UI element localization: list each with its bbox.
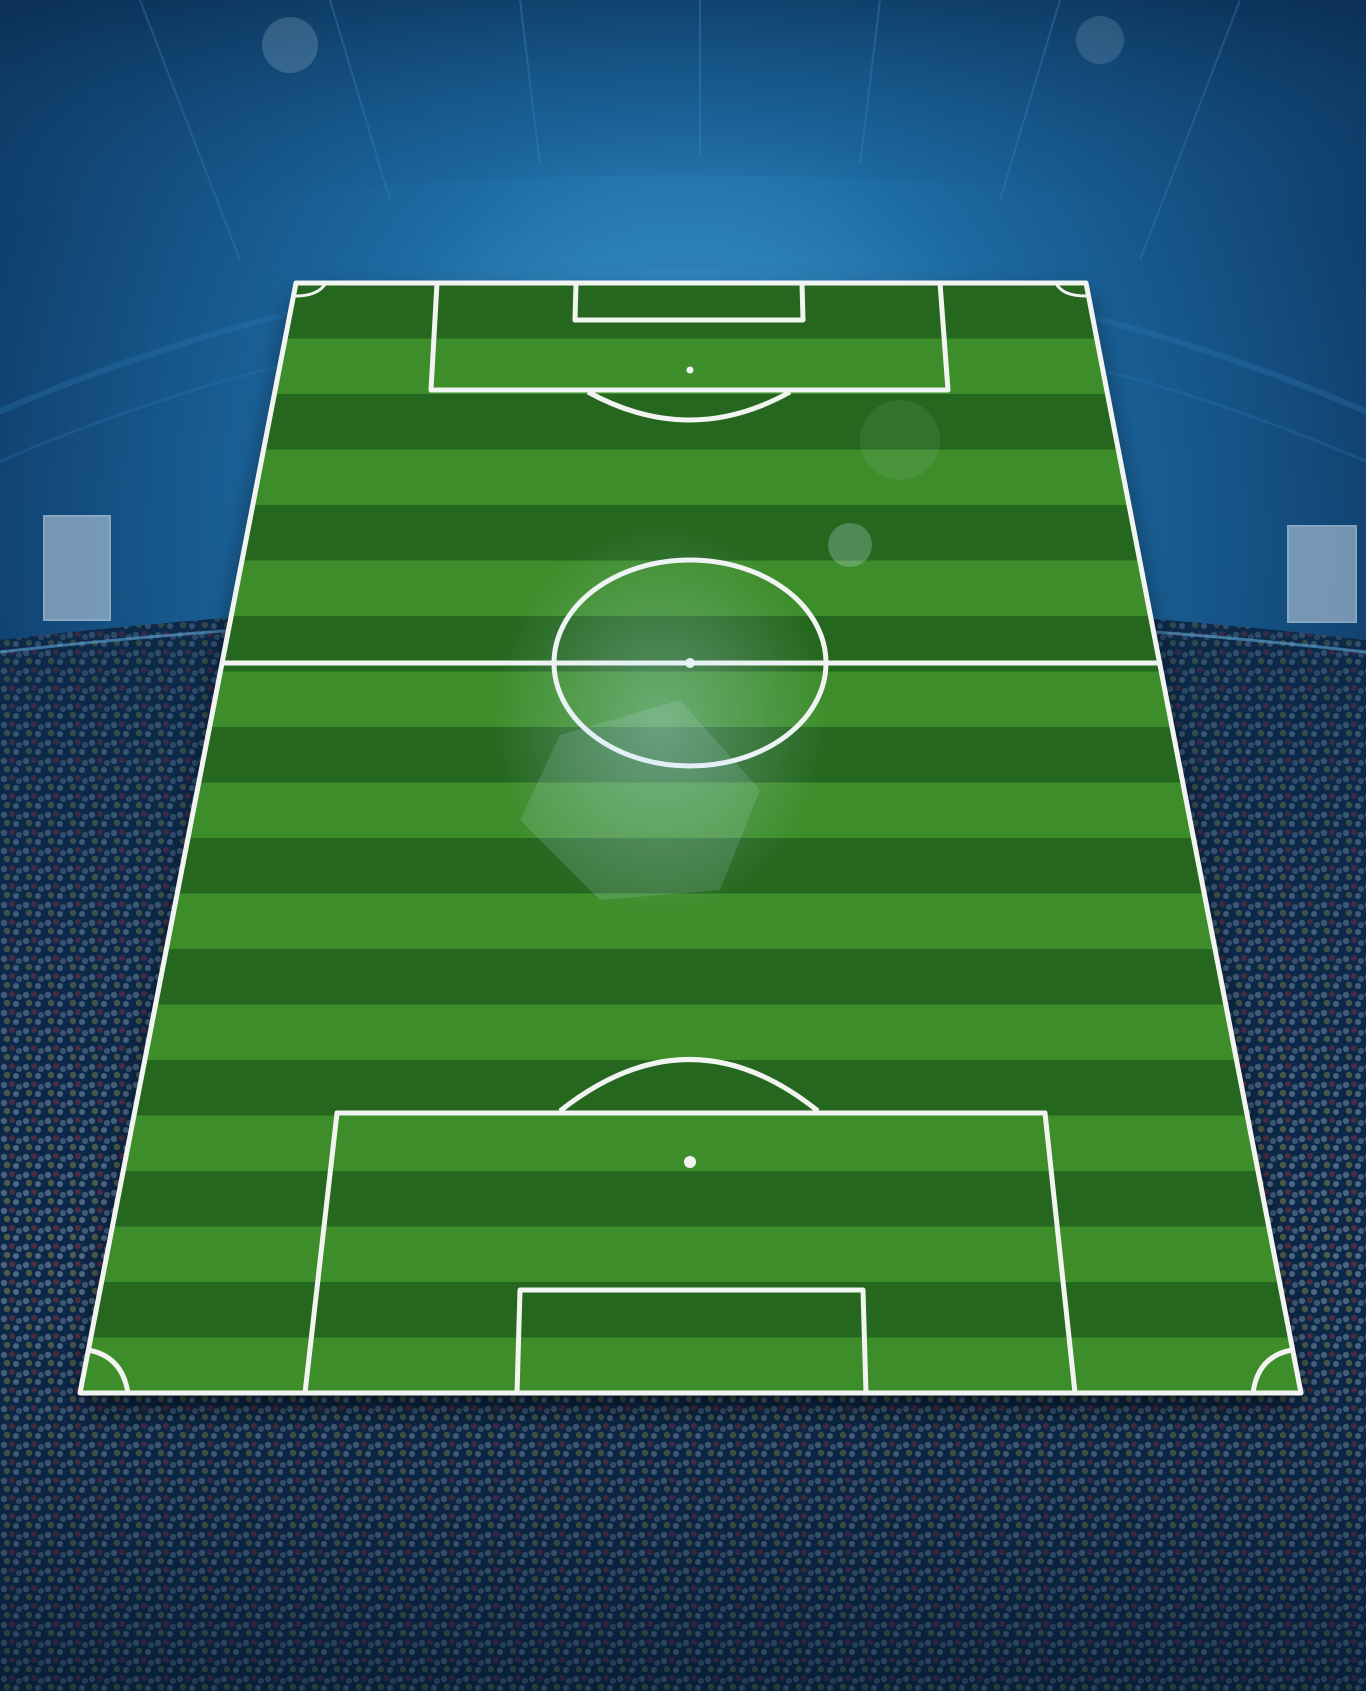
pitch-stripe (80, 1004, 1301, 1061)
corner-arc-bottom-right (1250, 1347, 1293, 1394)
pitch-stripe (80, 1060, 1301, 1116)
pitch-stripe (80, 449, 1301, 506)
right-stadium-screen (1287, 525, 1357, 623)
corner-arc-bottom-left (87, 1347, 131, 1394)
top-penalty-arc (586, 389, 792, 423)
pitch-stripe (80, 1115, 1301, 1172)
pitch-stripe (80, 949, 1301, 1005)
top-penalty-area (428, 282, 951, 393)
corner-arc-top-left (295, 282, 328, 298)
lens-flare (262, 16, 1124, 920)
bottom-goal-area (514, 1287, 869, 1394)
bottom-penalty-spot (684, 1156, 696, 1168)
pitch-stripe (80, 1337, 1301, 1393)
left-stadium-screen (43, 515, 111, 621)
stadium-roof (0, 0, 1366, 464)
top-goal-area (572, 282, 806, 323)
corner-arc-top-right (1054, 282, 1087, 298)
bottom-penalty-arc (558, 1057, 820, 1113)
top-penalty-spot (686, 366, 694, 374)
touchline-boundary (77, 280, 1304, 1396)
pitch-stripe (80, 1171, 1301, 1227)
pitch-stripe (80, 1226, 1301, 1283)
bottom-penalty-area (302, 1110, 1078, 1394)
